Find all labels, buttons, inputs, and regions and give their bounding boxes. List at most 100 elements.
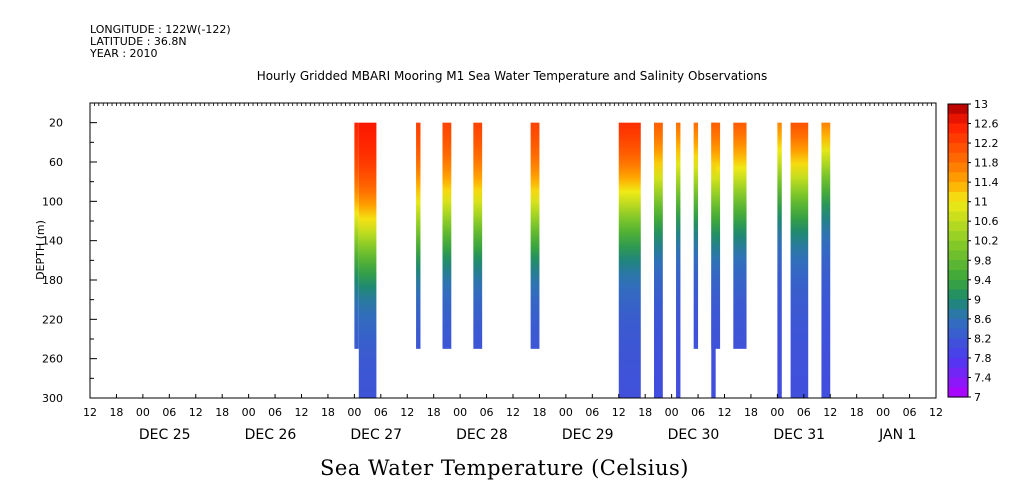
x-tick-label: 06 [374, 406, 388, 419]
colorbar-label: 12.6 [974, 118, 999, 131]
data-block [676, 122, 681, 399]
colorbar-label: 7 [974, 391, 981, 404]
x-tick-label: 06 [480, 406, 494, 419]
colorbar-swatch [948, 260, 968, 271]
x-tick-label: 18 [109, 406, 123, 419]
x-day-label: DEC 28 [456, 427, 508, 443]
x-tick-label: 00 [770, 406, 784, 419]
colorbar-swatch [948, 133, 968, 144]
y-tick-label: 300 [42, 392, 63, 405]
x-tick-label: 18 [850, 406, 864, 419]
x-tick-label: 06 [162, 406, 176, 419]
x-tick-label: 00 [347, 406, 361, 419]
y-tick-label: 260 [42, 353, 63, 366]
colorbar-swatch [948, 270, 968, 281]
colorbar-swatch [948, 172, 968, 183]
x-tick-label: 06 [797, 406, 811, 419]
colorbar-swatch [948, 240, 968, 252]
colorbar-swatch [948, 104, 968, 115]
colorbar-title: Sea Water Temperature (Celsius) [319, 456, 689, 480]
x-day-label: DEC 29 [562, 427, 614, 443]
colorbar-label: 7.4 [974, 371, 992, 384]
colorbar-swatch [948, 377, 968, 388]
x-tick-label: 00 [559, 406, 573, 419]
x-tick-label: 12 [718, 406, 732, 419]
latitude-label: LATITUDE : 36.8N [90, 35, 187, 48]
data-block [733, 122, 747, 349]
colorbar-swatch [948, 299, 968, 310]
x-day-label: JAN 1 [878, 427, 916, 443]
data-block [442, 122, 452, 349]
axes: 12 18 00 06 12 18 00 06 12 18 00 06 12 18 00 06 12 18 00 06… [42, 102, 943, 443]
data-blocks [354, 122, 831, 399]
colorbar-frame [947, 103, 969, 398]
x-tick-label: 12 [295, 406, 309, 419]
colorbar-swatch [948, 143, 968, 154]
colorbar-swatch [948, 113, 968, 125]
colorbar-swatch [948, 201, 968, 213]
x-day-label: DEC 27 [350, 427, 402, 443]
colorbar-label: 12.2 [974, 137, 999, 150]
colorbar-label: 10.6 [974, 215, 999, 228]
colorbar-swatch [948, 250, 968, 261]
x-tick-label: 00 [453, 406, 467, 419]
x-tick-label: 12 [400, 406, 414, 419]
x-tick-label: 18 [744, 406, 758, 419]
x-tick-label: 12 [189, 406, 203, 419]
colorbar-swatch [948, 338, 968, 349]
x-day-label: DEC 25 [139, 427, 191, 443]
data-block [654, 122, 663, 399]
data-block [473, 122, 483, 349]
data-block [530, 122, 540, 349]
colorbar-swatch [948, 289, 968, 300]
colorbar-swatch [948, 152, 968, 164]
colorbar: 13 12.6 12.2 11.8 11.4 11 10.6 10.2 9.8 9.4 9 8.6 8.… [947, 98, 999, 404]
data-block [821, 122, 831, 399]
data-block [790, 122, 809, 399]
colorbar-swatch [948, 348, 968, 359]
x-tick-label: 12 [929, 406, 943, 419]
y-tick-label: 180 [42, 274, 63, 287]
y-axis-label: DEPTH (m) [34, 220, 47, 280]
colorbar-swatch [948, 162, 968, 173]
colorbar-label: 9 [974, 293, 981, 306]
colorbar-swatch [948, 182, 968, 193]
x-tick-label: 00 [876, 406, 890, 419]
plot-frame [89, 102, 937, 399]
x-tick-label: 00 [136, 406, 150, 419]
colorbar-swatch [948, 279, 968, 291]
x-tick-label: 18 [321, 406, 335, 419]
colorbar-swatch [948, 328, 968, 339]
colorbar-label: 8.2 [974, 332, 992, 345]
data-block [777, 122, 782, 399]
colorbar-label: 11 [974, 196, 988, 209]
x-tick-label: 00 [242, 406, 256, 419]
colorbar-swatch [948, 309, 968, 320]
y-tick-label: 100 [42, 195, 63, 208]
x-tick-label: 06 [585, 406, 599, 419]
data-block [358, 122, 377, 399]
x-day-label: DEC 31 [773, 427, 825, 443]
colorbar-swatch [948, 367, 968, 379]
x-tick-label: 18 [427, 406, 441, 419]
x-tick-label: 18 [532, 406, 546, 419]
x-tick-label: 12 [612, 406, 626, 419]
x-tick-label: 18 [638, 406, 652, 419]
colorbar-label: 11.8 [974, 157, 999, 170]
x-tick-label: 06 [903, 406, 917, 419]
x-day-label: DEC 30 [668, 427, 720, 443]
colorbar-label: 11.4 [974, 176, 999, 189]
colorbar-label: 7.8 [974, 352, 992, 365]
colorbar-swatch [948, 221, 968, 232]
metadata-block: LONGITUDE : 122W(-122) LATITUDE : 36.8N … [90, 24, 231, 60]
data-block [416, 122, 421, 349]
data-block [618, 122, 641, 399]
longitude-label: LONGITUDE : 122W(-122) [90, 23, 231, 36]
chart-title: Hourly Gridded MBARI Mooring M1 Sea Wate… [257, 69, 768, 83]
y-tick-label: 140 [42, 235, 63, 248]
y-tick-label: 20 [49, 117, 63, 130]
data-block [711, 122, 716, 399]
colorbar-swatch [948, 230, 968, 242]
colorbar-label: 8.6 [974, 313, 992, 326]
